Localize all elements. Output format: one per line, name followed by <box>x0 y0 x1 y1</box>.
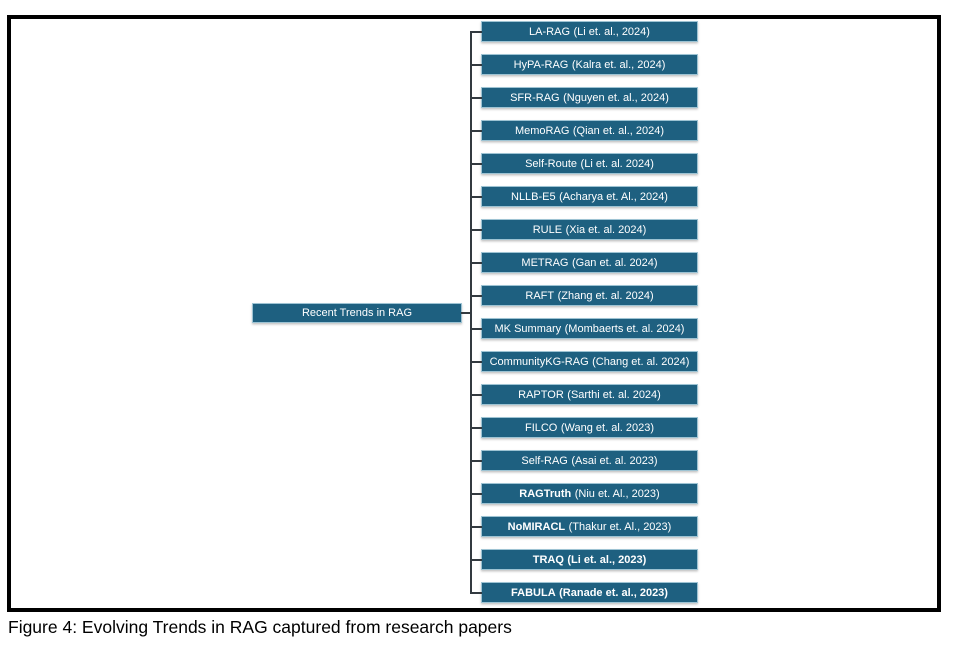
node-name: LA-RAG <box>529 25 571 38</box>
node-name: FILCO <box>524 421 558 434</box>
node-name: NoMIRACL <box>507 520 566 533</box>
node-citation: (Ranade et. al., 2023) <box>559 586 668 599</box>
root-node: Recent Trends in RAG <box>252 303 470 323</box>
diagram-frame: Recent Trends in RAG LA-RAG (Li et. al., … <box>7 15 941 612</box>
node-name: Self-RAG <box>521 454 568 467</box>
tree-node-raft: RAFT (Zhang et. al. 2024) <box>470 285 698 306</box>
node-citation: (Xia et. al. 2024) <box>565 223 647 236</box>
tree-node-metrag: METRAG (Gan et. al. 2024) <box>470 252 698 273</box>
tree-node-fabula: FABULA (Ranade et. al., 2023) <box>470 582 698 603</box>
node-name: RULE <box>532 223 563 236</box>
node-citation: (Asai et. al. 2023) <box>571 454 658 467</box>
tree-node-raptor: RAPTOR (Sarthi et. al. 2024) <box>470 384 698 405</box>
tree-node-self-route: Self-Route (Li et. al. 2024) <box>470 153 698 174</box>
tree-node-ragtruth: RAGTruth (Niu et. Al., 2023) <box>470 483 698 504</box>
node-name: SFR-RAG <box>510 91 560 104</box>
tree-node-filco: FILCO (Wang et. al. 2023) <box>470 417 698 438</box>
node-name: NLLB-E5 <box>511 190 556 203</box>
root-node-label: Recent Trends in RAG <box>301 307 413 319</box>
tree-node-memorag: MemoRAG (Qian et. al., 2024) <box>470 120 698 141</box>
node-citation: (Li et. al., 2024) <box>573 25 650 38</box>
node-citation: (Sarthi et. al. 2024) <box>567 388 661 401</box>
leaf-column: LA-RAG (Li et. al., 2024) HyPA-RAG (Kalra e… <box>470 21 698 603</box>
tree-node-rule: RULE (Xia et. al. 2024) <box>470 219 698 240</box>
tree-node-nomiracl: NoMIRACL (Thakur et. Al., 2023) <box>470 516 698 537</box>
node-citation: (Zhang et. al. 2024) <box>557 289 654 302</box>
node-name: RAFT <box>525 289 555 302</box>
node-citation: (Li et. al. 2024) <box>580 157 654 170</box>
node-name: RAGTruth <box>519 487 572 500</box>
tree-node-hypa-rag: HyPA-RAG (Kalra et. al., 2024) <box>470 54 698 75</box>
node-citation: (Li et. al., 2023) <box>567 553 647 566</box>
tree-node-mk-summary: MK Summary (Mombaerts et. al. 2024) <box>470 318 698 339</box>
node-name: Self-Route <box>525 157 578 170</box>
node-citation: (Niu et. Al., 2023) <box>574 487 660 500</box>
node-name: MK Summary <box>494 322 562 335</box>
node-name: METRAG <box>521 256 569 269</box>
tree-node-la-rag: LA-RAG (Li et. al., 2024) <box>470 21 698 42</box>
node-name: CommunityKG-RAG <box>489 355 589 368</box>
node-name: MemoRAG <box>514 124 570 137</box>
tree-node-sfr-rag: SFR-RAG (Nguyen et. al., 2024) <box>470 87 698 108</box>
node-citation: (Mombaerts et. al. 2024) <box>564 322 685 335</box>
node-citation: (Nguyen et. al., 2024) <box>563 91 669 104</box>
connector-spine <box>470 31 472 593</box>
node-citation: (Qian et. al., 2024) <box>572 124 664 137</box>
node-citation: (Thakur et. Al., 2023) <box>568 520 672 533</box>
node-name: FABULA <box>511 586 556 599</box>
node-citation: (Acharya et. Al., 2024) <box>559 190 668 203</box>
node-name: RAPTOR <box>518 388 564 401</box>
tree-node-nllb-e5: NLLB-E5 (Acharya et. Al., 2024) <box>470 186 698 207</box>
node-citation: (Wang et. al. 2023) <box>560 421 655 434</box>
node-citation: (Chang et. al. 2024) <box>592 355 690 368</box>
node-name: HyPA-RAG <box>513 58 569 71</box>
tree-node-self-rag: Self-RAG (Asai et. al. 2023) <box>470 450 698 471</box>
tree-node-communitykg-rag: CommunityKG-RAG (Chang et. al. 2024) <box>470 351 698 372</box>
figure-caption: Figure 4: Evolving Trends in RAG capture… <box>8 617 512 637</box>
tree-node-traq: TRAQ (Li et. al., 2023) <box>470 549 698 570</box>
node-name: TRAQ <box>532 553 564 566</box>
node-citation: (Gan et. al. 2024) <box>571 256 658 269</box>
node-citation: (Kalra et. al., 2024) <box>571 58 666 71</box>
